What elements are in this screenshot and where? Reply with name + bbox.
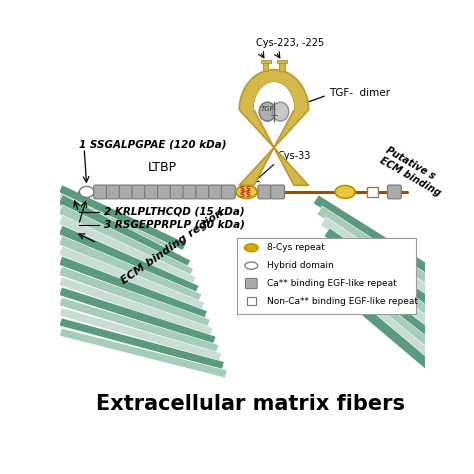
FancyBboxPatch shape [237,237,416,314]
Polygon shape [58,205,154,261]
Text: S: S [239,186,244,192]
Bar [246,297,256,305]
Polygon shape [324,228,447,317]
Polygon shape [342,283,447,371]
Polygon shape [59,287,216,345]
Polygon shape [59,318,224,370]
Ellipse shape [245,262,258,269]
FancyBboxPatch shape [183,185,197,199]
Polygon shape [313,195,447,284]
Polygon shape [346,294,447,382]
Polygon shape [59,246,204,311]
Polygon shape [59,328,227,378]
Polygon shape [59,236,202,303]
Text: S: S [239,192,244,198]
Bar [367,187,378,197]
Text: Putative s
ECM binding: Putative s ECM binding [378,146,448,198]
Text: Cys-33: Cys-33 [278,151,311,161]
Polygon shape [58,195,191,269]
Ellipse shape [80,186,94,197]
FancyBboxPatch shape [132,185,146,199]
Text: LTBP: LTBP [148,162,177,174]
Text: ECM binding region: ECM binding region [119,208,225,286]
Text: 1 SSGALPGPAE (120 kDa): 1 SSGALPGPAE (120 kDa) [79,139,226,149]
Polygon shape [317,206,447,295]
Text: TGF-: TGF- [261,107,276,112]
Text: 2 KRLPLTHCQD (15 kDa): 2 KRLPLTHCQD (15 kDa) [104,207,245,217]
FancyBboxPatch shape [170,185,184,199]
FancyBboxPatch shape [221,185,235,199]
Polygon shape [335,261,447,349]
Ellipse shape [259,102,275,121]
Ellipse shape [272,102,289,121]
Polygon shape [59,297,219,353]
Polygon shape [254,82,294,110]
FancyBboxPatch shape [157,185,172,199]
Polygon shape [58,205,193,278]
Ellipse shape [335,185,355,198]
Polygon shape [59,308,221,361]
FancyBboxPatch shape [145,185,159,199]
Ellipse shape [245,244,258,252]
Polygon shape [58,226,199,294]
FancyBboxPatch shape [387,185,401,199]
Text: 8-Cys repeat: 8-Cys repeat [267,243,324,252]
FancyBboxPatch shape [258,185,272,199]
Text: S: S [245,186,250,192]
Polygon shape [59,266,210,328]
Polygon shape [59,277,213,336]
Text: S: S [245,192,250,198]
Polygon shape [59,191,175,254]
FancyBboxPatch shape [107,185,120,199]
Polygon shape [328,239,447,328]
Text: Non-Ca** binding EGF-like repeat: Non-Ca** binding EGF-like repeat [267,297,418,306]
FancyBboxPatch shape [196,185,210,199]
Polygon shape [331,250,447,338]
FancyBboxPatch shape [246,278,257,289]
Text: TGF-  dimer: TGF- dimer [328,88,390,99]
Polygon shape [338,272,447,360]
Polygon shape [320,217,447,306]
FancyBboxPatch shape [94,185,108,199]
Bar [279,61,284,72]
Text: Cys-223, -225: Cys-223, -225 [255,38,324,48]
Polygon shape [59,185,186,250]
FancyBboxPatch shape [209,185,222,199]
FancyBboxPatch shape [119,185,133,199]
Bar [277,60,287,64]
Text: Ca** binding EGF-like repeat: Ca** binding EGF-like repeat [267,279,396,288]
Bar [261,60,271,64]
Polygon shape [59,198,164,257]
Text: Extracellular matrix fibers: Extracellular matrix fibers [96,393,405,414]
Bar [264,61,268,72]
FancyBboxPatch shape [271,185,284,199]
Text: Hybrid domain: Hybrid domain [267,261,333,270]
Polygon shape [58,215,196,286]
Polygon shape [59,256,207,319]
Ellipse shape [236,185,257,199]
Polygon shape [239,70,309,185]
Text: 3 RSGEPPRPLP (30 kDa): 3 RSGEPPRPLP (30 kDa) [104,220,245,230]
